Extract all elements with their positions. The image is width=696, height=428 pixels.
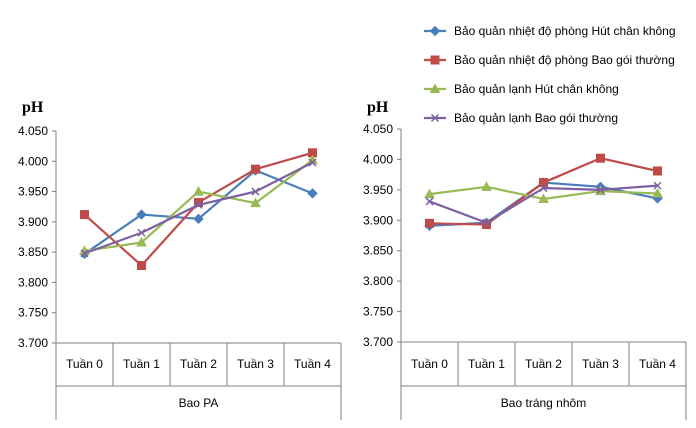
legend-item: Bảo quản nhiệt độ phòng Bao gói thường [424, 53, 675, 67]
data-point [251, 164, 260, 174]
data-point [193, 213, 204, 225]
data-point [538, 193, 549, 203]
legend-swatch-marker [429, 83, 441, 93]
x-tick-label: Tuần 0 [66, 357, 103, 371]
data-point [136, 209, 147, 220]
y-axis-label: pH [22, 99, 44, 116]
data-point [194, 197, 203, 207]
y-tick-label: 3.900 [363, 213, 393, 227]
legend-label: Bảo quản nhiệt độ phòng Bao gói thường [454, 53, 675, 67]
legend-item: Bảo quản lạnh Hút chân không [424, 82, 619, 96]
series-line [84, 161, 313, 255]
x-tick-label: Tuần 1 [123, 357, 160, 371]
data-point [652, 187, 663, 198]
x-tick-label: Tuần 3 [237, 357, 274, 371]
y-tick-label: 3.750 [363, 305, 393, 319]
data-point [482, 220, 491, 230]
data-point [308, 158, 317, 167]
legend-swatch-marker [429, 25, 441, 37]
series-2 [425, 153, 662, 230]
y-tick-label: 3.800 [363, 274, 393, 288]
y-tick-label: 3.950 [18, 185, 48, 199]
legend-label: Bảo quản lạnh Bao gói thường [454, 111, 618, 125]
series-line [83, 151, 313, 267]
x-tick-label: Tuần 0 [411, 357, 448, 371]
data-point [653, 166, 662, 176]
legend: Bảo quản nhiệt độ phòng Hút chân không Bả… [424, 24, 676, 125]
data-point [194, 200, 203, 209]
y-tick-label: 4.050 [18, 124, 48, 138]
data-point [136, 236, 147, 247]
y-tick-label: 4.000 [18, 154, 48, 168]
series-4 [425, 181, 662, 227]
data-point [251, 187, 260, 196]
legend-swatch-marker [430, 113, 440, 123]
legend-item: Bảo quản lạnh Bao gói thường [424, 111, 618, 125]
data-point [137, 260, 146, 270]
data-point [539, 178, 548, 188]
series-4 [80, 158, 317, 258]
data-point [653, 181, 662, 190]
data-point [596, 185, 605, 194]
chart-panel-2: pH 3.700 3.750 3.800 3.850 3.900 3.950 4.000 4.0… [363, 99, 687, 420]
legend-label: Bảo quản lạnh Hút chân không [454, 82, 619, 96]
y-tick-label: 3.850 [363, 244, 393, 258]
legend-swatch-marker [430, 55, 440, 65]
data-point [137, 228, 146, 237]
data-point [539, 184, 548, 193]
x-tick-label: Tuần 2 [525, 357, 562, 371]
chart-panel-1: pH 3.700 3.750 3.800 3.850 3.900 3.950 4.000 4.0… [18, 99, 342, 420]
x-tick-label: Tuần 4 [294, 357, 331, 371]
y-tick-label: 3.850 [18, 245, 48, 259]
data-point [250, 197, 261, 208]
legend-label: Bảo quản nhiệt độ phòng Hút chân không [454, 24, 676, 38]
x-tick-label: Tuần 4 [639, 357, 676, 371]
data-point [596, 153, 605, 163]
y-tick-label: 3.700 [18, 336, 48, 350]
y-tick-label: 3.800 [18, 275, 48, 289]
data-point [425, 197, 434, 206]
data-point [80, 249, 89, 258]
data-point [307, 188, 318, 199]
x-tick-label: Tuần 2 [180, 357, 217, 371]
data-point [481, 181, 492, 191]
data-point [424, 188, 435, 199]
data-point [482, 218, 491, 227]
legend-item: Bảo quản nhiệt độ phòng Hút chân không [424, 24, 676, 38]
x-tick-label: Tuần 3 [582, 357, 619, 371]
x-group-label: Bao PA [179, 396, 219, 410]
data-point [193, 186, 204, 196]
y-tick-label: 3.700 [363, 335, 393, 349]
data-point [80, 210, 89, 220]
y-axis-label: pH [367, 99, 389, 116]
y-tick-label: 4.000 [363, 152, 393, 166]
series-2 [80, 148, 317, 270]
x-tick-label: Tuần 1 [468, 357, 505, 371]
x-group-label: Bao tráng nhôm [501, 396, 586, 410]
series-1 [79, 165, 318, 260]
y-tick-label: 3.950 [363, 183, 393, 197]
data-point [425, 218, 434, 228]
y-tick-label: 3.750 [18, 306, 48, 320]
y-tick-label: 3.900 [18, 215, 48, 229]
y-tick-label: 4.050 [363, 122, 393, 136]
